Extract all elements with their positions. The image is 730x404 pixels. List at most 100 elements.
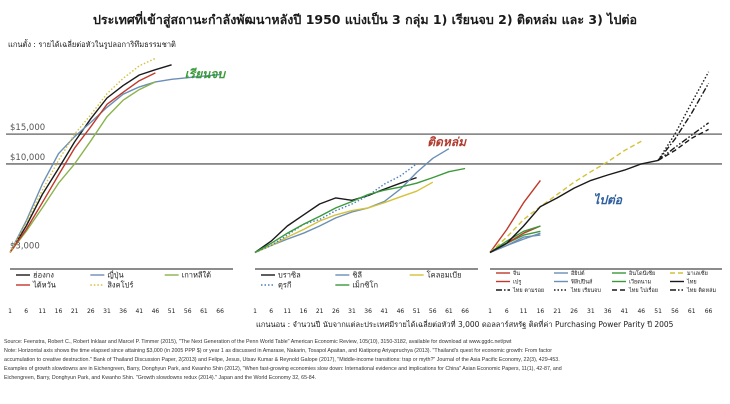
chart: ประเทศที่เข้าสู่สถานะกำลังพัฒนาหลังปี 19…	[6, 11, 722, 329]
x-tick-label: 36	[364, 308, 372, 315]
series-line	[489, 225, 541, 254]
legend-label: สิงคโปร์	[107, 281, 134, 290]
panel-label: ไปต่อ	[593, 192, 622, 207]
panel-2: ติดหล่ม	[254, 135, 478, 270]
legend-label: ไทย ตามรอย	[512, 287, 544, 294]
x-tick-label: 51	[168, 308, 176, 315]
legend-label: ฟิลิปปินส์	[570, 278, 593, 285]
x-tick-label: 1	[8, 308, 12, 315]
series-line	[254, 181, 434, 254]
x-tick-label: 41	[380, 308, 388, 315]
legend-label: ญี่ปุ่น	[107, 270, 123, 280]
x-tick-label: 66	[216, 308, 224, 315]
chart-title: ประเทศที่เข้าสู่สถานะกำลังพัฒนาหลังปี 19…	[93, 11, 637, 28]
series-line	[9, 72, 156, 253]
legend-label: มาเลเซีย	[687, 270, 708, 277]
series-line	[489, 179, 541, 253]
x-tick-label: 26	[570, 308, 578, 315]
x-tick-label: 6	[24, 308, 28, 315]
legend-label: อียิปต์	[570, 270, 585, 277]
x-tick-label: 61	[445, 308, 453, 315]
x-tick-label: 11	[520, 308, 528, 315]
x-tick-label: 46	[152, 308, 160, 315]
note-line: accumulation to creative destruction." B…	[4, 357, 560, 363]
x-tick-label: 66	[461, 308, 469, 315]
x-tick-label: 56	[429, 308, 437, 315]
legend-label: เวียดนาม	[629, 278, 652, 285]
x-tick-label: 21	[553, 308, 561, 315]
panel-label: ติดหล่ม	[427, 135, 467, 149]
panel-label: เรียนจบ	[185, 67, 227, 81]
x-tick-label: 21	[71, 308, 79, 315]
series-line	[254, 163, 418, 254]
x-tick-label: 1	[488, 308, 492, 315]
x-tick-label: 16	[300, 308, 308, 315]
legend-label: จีน	[512, 270, 520, 277]
x-tick-label: 56	[671, 308, 679, 315]
x-tick-label: 36	[119, 308, 127, 315]
series-line	[254, 148, 450, 254]
x-tick-label: 51	[654, 308, 662, 315]
x-axis-label: แกนนอน : จำนวนปี นับจากแต่ละประเทศมีรายไ…	[256, 319, 674, 329]
legend-label: ฮ่องกง	[33, 271, 54, 280]
series-line	[9, 73, 221, 253]
legend-label: เม็กซิโก	[352, 280, 378, 290]
x-tick-label: 61	[688, 308, 696, 315]
series-line	[489, 232, 541, 254]
series-line	[489, 140, 642, 254]
note-line: Examples of growth slowdowns are in Eich…	[4, 366, 562, 372]
x-tick-label: 11	[38, 308, 46, 315]
series-line	[657, 128, 709, 162]
x-tick-label: 61	[200, 308, 208, 315]
legend-label: ไทย ติดหล่ม	[686, 287, 717, 294]
series-line	[9, 64, 172, 253]
legend-label: บราซิล	[278, 271, 301, 280]
x-tick-label: 46	[637, 308, 645, 315]
x-tick-label: 41	[135, 308, 143, 315]
legend-label: ไทย ไปเรื่อย	[628, 286, 658, 294]
series-line	[254, 167, 466, 254]
series-line	[9, 57, 156, 253]
x-tick-label: 51	[413, 308, 421, 315]
note-line: Source: Feenstra, Robert C., Robert Inkl…	[4, 339, 512, 345]
x-tick-label: 11	[283, 308, 291, 315]
legend-label: ไทย	[686, 278, 697, 285]
series-line	[657, 71, 710, 161]
x-tick-label: 21	[316, 308, 324, 315]
series-line	[489, 159, 659, 254]
y-tick-label: $3,000	[10, 241, 40, 251]
series-line	[254, 176, 417, 254]
x-tick-label: 26	[332, 308, 340, 315]
x-tick-label: 1	[253, 308, 257, 315]
panel-1: เรียนจบ	[9, 57, 233, 270]
source-notes: Source: Feenstra, Robert C., Robert Inkl…	[4, 338, 726, 383]
x-tick-label: 66	[705, 308, 713, 315]
series-line	[657, 122, 710, 161]
panel-3: ไปต่อ	[489, 71, 722, 270]
note-line: Note: Horizontal axis shows the time ela…	[4, 348, 552, 354]
x-tick-label: 26	[87, 308, 95, 315]
y-axis-label: แกนตั้ง : รายได้เฉลี่ยต่อหัวในรูปลอการิท…	[8, 39, 176, 49]
legend-label: ไต้หวัน	[32, 281, 56, 290]
note-line: Eichengreen, Barry, Donghyun Park, and K…	[4, 375, 317, 381]
x-tick-label: 31	[348, 308, 356, 315]
x-tick-label: 31	[103, 308, 111, 315]
legend-label: เปรู	[513, 278, 521, 285]
legend-label: โคลอมเบีย	[427, 271, 462, 280]
legend-label: ชิลี	[352, 271, 362, 280]
x-tick-label: 6	[505, 308, 509, 315]
legend-label: อินโดนีเซีย	[628, 269, 655, 277]
legend-label: เกาหลีใต้	[182, 271, 212, 280]
x-tick-label: 16	[537, 308, 545, 315]
y-tick-label: $10,000	[10, 153, 45, 163]
x-tick-label: 31	[587, 308, 595, 315]
x-tick-label: 56	[184, 308, 192, 315]
y-tick-label: $15,000	[10, 123, 45, 133]
legend-label: ไทย เรียนจบ	[570, 287, 601, 294]
series-line	[9, 81, 156, 253]
x-tick-label: 41	[621, 308, 629, 315]
x-tick-label: 6	[269, 308, 273, 315]
x-tick-label: 36	[604, 308, 612, 315]
series-line	[657, 82, 710, 161]
x-tick-label: 46	[397, 308, 405, 315]
